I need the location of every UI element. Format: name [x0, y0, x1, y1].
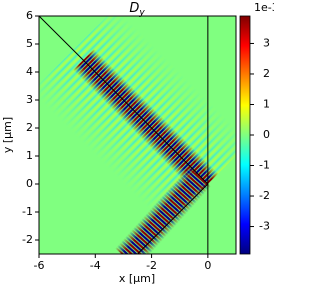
y-axis-label: y [μm] [1, 117, 14, 153]
y-tick-label: 2 [26, 121, 33, 134]
x-tick-label: -4 [90, 259, 101, 272]
colorbar-tick-label: -1 [259, 159, 270, 172]
x-tick-label: 0 [204, 259, 211, 272]
colorbar [239, 15, 251, 255]
x-axis-label: x [μm] [119, 272, 155, 285]
colorbar-tick-label: -2 [259, 189, 270, 202]
colorbar-offset: 1e-3 [254, 1, 274, 14]
y-tick-label: 3 [26, 93, 33, 106]
y-tick-label: 6 [26, 9, 33, 22]
title-main: D [129, 1, 139, 16]
chart-title: Dy [129, 1, 145, 18]
x-tick-label: -2 [146, 259, 157, 272]
field-image [39, 16, 236, 254]
colorbar-tick-label: 0 [263, 128, 270, 141]
colorbar-tick-label: 1 [263, 97, 270, 110]
x-tick-label: -6 [34, 259, 45, 272]
y-tick-label: -2 [22, 233, 33, 246]
chart: Dy x [μm] y [μm] 1e-3 -6 -4 -2 0 -2 -1 0 1 2 3 4 5 6… [1, 1, 274, 286]
colorbar-tick-label: 2 [263, 67, 270, 80]
y-tick-label: 4 [26, 65, 33, 78]
colorbar-tick-label: 3 [263, 36, 270, 49]
y-tick-label: 0 [26, 177, 33, 190]
y-tick-label: 5 [26, 37, 33, 50]
y-tick-label: -1 [22, 205, 33, 218]
title-subscript: y [138, 8, 145, 18]
colorbar-tick-label: -3 [259, 220, 270, 233]
y-tick-label: 1 [26, 149, 33, 162]
